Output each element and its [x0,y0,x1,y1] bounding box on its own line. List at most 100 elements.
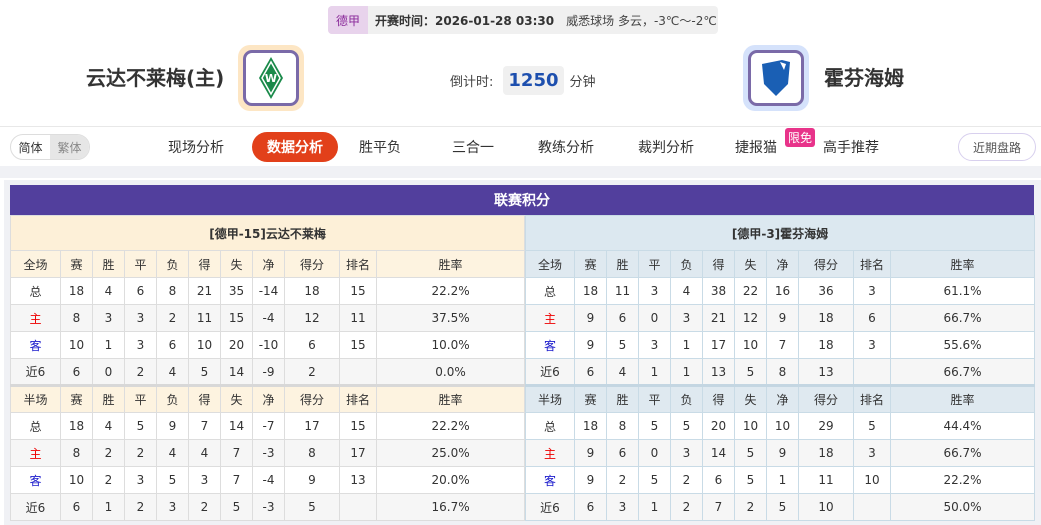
nav-tab-4[interactable]: 教练分析 [538,140,594,156]
stat-cell: 17 [339,439,377,467]
row-label: 总 [525,277,575,305]
nav-tab-2[interactable]: 胜平负 [359,140,401,156]
simplified-chinese-option[interactable]: 简体 [18,140,43,155]
stat-cell: 10 [734,412,767,440]
row-label: 客 [525,466,575,494]
table-row: 主 8 3 3 2 11 15 -4 12 11 37.5% [10,304,526,332]
nav-tab-3[interactable]: 三合一 [452,140,494,156]
home-team-name[interactable]: 云达不莱梅(主) [86,66,225,90]
column-header: 胜 [92,250,125,278]
section-label: 全场 [525,250,575,278]
table-row: 近6 6 0 2 4 5 14 -9 2 0.0% [10,358,526,386]
stat-cell: 2 [188,493,221,521]
stat-cell: 6 [606,439,639,467]
stat-cell: 29 [798,412,854,440]
column-header: 净 [252,250,285,278]
recent-trend-button[interactable]: 近期盘路 [958,133,1036,161]
stat-cell: 17 [284,412,340,440]
stat-cell: 66.7% [889,439,1036,467]
stat-cell: 3 [124,304,157,332]
column-header: 胜 [606,250,639,278]
stat-cell: 18 [574,412,607,440]
stat-cell: 0 [92,358,125,386]
league-badge[interactable]: 德甲 [328,6,368,34]
stat-cell: 14 [702,439,735,467]
stat-cell: 4 [92,412,125,440]
stat-cell: 11 [188,304,221,332]
stat-cell: 3 [124,331,157,359]
stat-cell: 37.5% [375,304,526,332]
stat-cell: 3 [92,304,125,332]
column-header: 得 [188,384,221,413]
table-row: 总 18 4 6 8 21 35 -14 18 15 22.2% [10,277,526,305]
stat-cell: 3 [670,304,703,332]
away-team-name[interactable]: 霍芬海姆 [824,66,904,90]
home-team-logo[interactable]: W [238,45,304,111]
stat-cell: 5 [156,466,189,494]
stat-cell: 8 [60,304,93,332]
stat-cell: 2 [734,493,767,521]
stat-cell: 6 [606,304,639,332]
stat-cell: 5 [734,439,767,467]
countdown-value: 1250 [503,66,564,95]
column-header: 净 [766,250,799,278]
stat-cell: -14 [252,277,285,305]
table-row: 客 9 2 5 2 6 5 1 11 10 22.2% [525,466,1036,494]
stat-cell: 9 [766,439,799,467]
stat-cell: 4 [670,277,703,305]
column-header: 排名 [853,384,891,413]
stat-cell: -3 [252,439,285,467]
nav-tab-6[interactable]: 捷报猫 [735,140,777,156]
home-standings-table: [德甲-15]云达不莱梅 全场赛胜平负得失净得分 排名 胜率总 18 4 6 8 21 35 -14… [9,215,526,521]
row-label: 主 [525,304,575,332]
stat-cell: 8 [60,439,93,467]
stat-cell: 11 [798,466,854,494]
column-header: 平 [638,384,671,413]
column-header: 失 [220,250,253,278]
column-header: 胜率 [889,250,1036,278]
stat-cell: 5 [766,493,799,521]
column-header: 胜 [92,384,125,413]
traditional-chinese-option[interactable]: 繁体 [50,135,89,159]
separator-band [0,166,1041,178]
column-header: 得 [702,384,735,413]
divider [0,126,1041,127]
language-toggle: 简体 繁体 [10,134,90,160]
stat-cell: 0 [638,304,671,332]
stat-cell: 1 [92,493,125,521]
stat-cell: -7 [252,412,285,440]
stat-cell: 14 [220,358,253,386]
stat-cell [339,358,377,386]
stat-cell: 13 [798,358,854,386]
away-team-logo[interactable] [743,45,809,111]
column-header: 赛 [574,250,607,278]
table-row: 客 10 1 3 6 10 20 -10 6 15 10.0% [10,331,526,359]
stat-cell: 2 [124,358,157,386]
stat-cell: 0 [638,439,671,467]
nav-tab-0[interactable]: 现场分析 [168,140,224,156]
stat-cell: 3 [156,493,189,521]
column-header: 负 [670,384,703,413]
column-header: 得 [702,250,735,278]
stat-cell: 2 [124,439,157,467]
full-header-row: 全场赛胜平负得失净得分 排名 胜率 [10,250,526,278]
stat-cell: 2 [284,358,340,386]
nav-tab-5[interactable]: 裁判分析 [638,140,694,156]
row-label: 近6 [10,358,61,386]
table-row: 总 18 4 5 9 7 14 -7 17 15 22.2% [10,412,526,440]
nav-tab-1[interactable]: 数据分析 [252,132,338,162]
stat-cell: 10 [798,493,854,521]
stat-cell: 3 [638,331,671,359]
column-header: 胜率 [889,384,1036,413]
stat-cell: 22.2% [375,277,526,305]
stat-cell: 44.4% [889,412,1036,440]
table-row: 近6 6 1 2 3 2 5 -3 5 16.7% [10,493,526,521]
stat-cell: 3 [638,277,671,305]
stat-cell: 66.7% [889,358,1036,386]
nav-tab-7[interactable]: 高手推荐 [823,140,879,156]
free-badge: 限免 [785,128,816,147]
stat-cell: 9 [574,331,607,359]
row-label: 总 [10,412,61,440]
stat-cell: 5 [670,412,703,440]
stat-cell: 20.0% [375,466,526,494]
